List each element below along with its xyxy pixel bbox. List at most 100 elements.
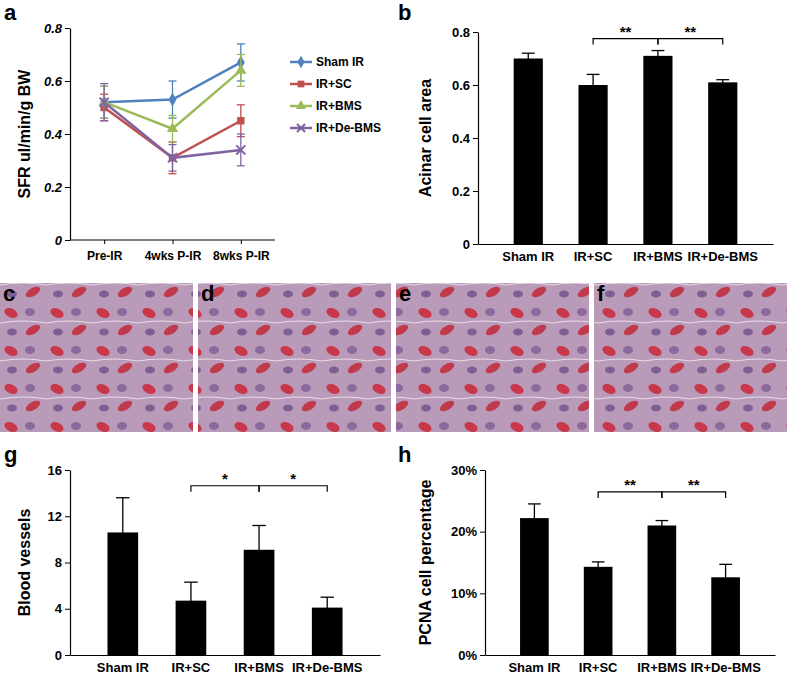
axis-title: SFR ul/min/g BW [16,69,33,199]
micrograph [396,283,589,432]
x-tick: IR+De-BMS [690,655,761,675]
error-cap [237,54,245,55]
panel-label: e [399,281,411,306]
x-tick: IR+De-BMS [688,244,759,264]
y-axis: 0%10%20%30% [451,463,486,663]
tick-label: 0 [463,237,470,252]
y-axis: 00.20.40.60.8 [44,21,71,248]
plot-area [99,44,247,174]
error-cap [320,597,333,598]
tick-label: Sham IR [502,249,555,264]
error-line [327,597,328,618]
y-tick: 12 [48,509,70,524]
error-line [534,504,535,532]
tick-label: 0 [55,233,63,248]
legend-marker [297,56,304,68]
y-tick: 30% [451,463,485,478]
error-cap [656,520,669,521]
error-line [592,74,593,95]
micrograph [0,283,193,432]
error-cap [169,80,177,81]
tick-label: 0% [458,648,477,663]
y-axis: 0481216 [48,463,71,663]
annotations: **** [598,476,725,498]
tick-label: 0.4 [44,127,63,142]
x-axis: Sham IRIR+SCIR+BMSIR+De-BMS [479,244,774,264]
error-cap [522,53,535,54]
tick-mark [473,244,478,245]
error-bar [237,105,245,137]
legend-marker [296,100,306,109]
panel-label: c [3,281,15,306]
error-cap [169,173,177,174]
error-cap [169,170,177,171]
tick-mark [65,134,70,135]
y-tick: 0 [463,237,478,252]
error-cap [587,95,600,96]
significance-label: * [290,470,296,487]
error-line [258,526,259,575]
tick-mark [65,187,70,188]
y-tick: 0 [55,648,70,663]
error-bar [592,562,605,572]
figure: 0 0.2 0.4 0.6 0.8 Pre-IR4wks P-IR8wks P-IR SFR… [0,0,787,692]
tick-label: Sham IR [508,660,561,675]
marker [167,122,178,132]
y-tick: 16 [48,463,70,478]
tick-label: 0.2 [452,184,470,199]
tick-mark [65,28,70,29]
error-cap [100,120,108,121]
error-bar [522,53,535,64]
error-cap [169,144,177,145]
error-cap [169,115,177,116]
tick-label: 8 [55,555,62,570]
error-line [661,521,662,531]
micrograph [198,283,391,432]
tick-label: Sham IR [97,660,150,675]
error-bar [651,51,664,62]
y-tick: 0.6 [452,78,478,93]
y-tick: 0.4 [44,127,70,142]
tick-label: IR+BMS [234,660,284,675]
tick-label: 12 [48,509,62,524]
tick-label: IR+BMS [637,660,687,675]
x-tick: Pre-IR [87,240,123,263]
error-cap [587,74,600,75]
x-axis: Pre-IR4wks P-IR8wks P-IR [70,240,275,263]
panel-label: b [398,0,411,25]
x-tick: Sham IR [97,655,150,675]
tick-label: 0.8 [44,21,63,36]
panel-label: h [398,442,411,467]
error-line [597,562,598,572]
tick-label: 30% [451,463,477,478]
annotations: ** [191,470,327,492]
x-tick: IR+BMS [633,244,683,264]
tick-mark [65,81,70,82]
x-tick: 8wks P-IR [213,240,270,263]
error-cap [651,50,664,51]
tick-label: 0 [55,648,62,663]
error-cap [116,497,129,498]
error-cap [252,573,265,574]
tick-label: IR+De-BMS [688,249,759,264]
legend-marker [297,124,305,132]
tick-label: 0.2 [44,180,63,195]
error-cap [719,590,732,591]
error-cap [528,503,541,504]
annotations: **** [593,23,723,45]
tick-mark [173,240,174,244]
x-tick: Sham IR [502,244,555,264]
error-bar [716,80,729,85]
series [100,44,245,118]
error-bar [100,84,108,121]
error-line [725,564,726,590]
marker [100,98,109,107]
tick-label: 16 [48,463,62,478]
tick-mark [480,532,485,533]
axis-title: PCNA cell percentage [417,480,434,646]
error-cap [656,530,669,531]
marker [237,117,244,124]
error-cap [184,582,197,583]
chart-panel: 0481216Sham IRIR+SCIR+BMSIR+De-BMS** [48,463,381,676]
tick-label: 0.8 [452,25,470,40]
